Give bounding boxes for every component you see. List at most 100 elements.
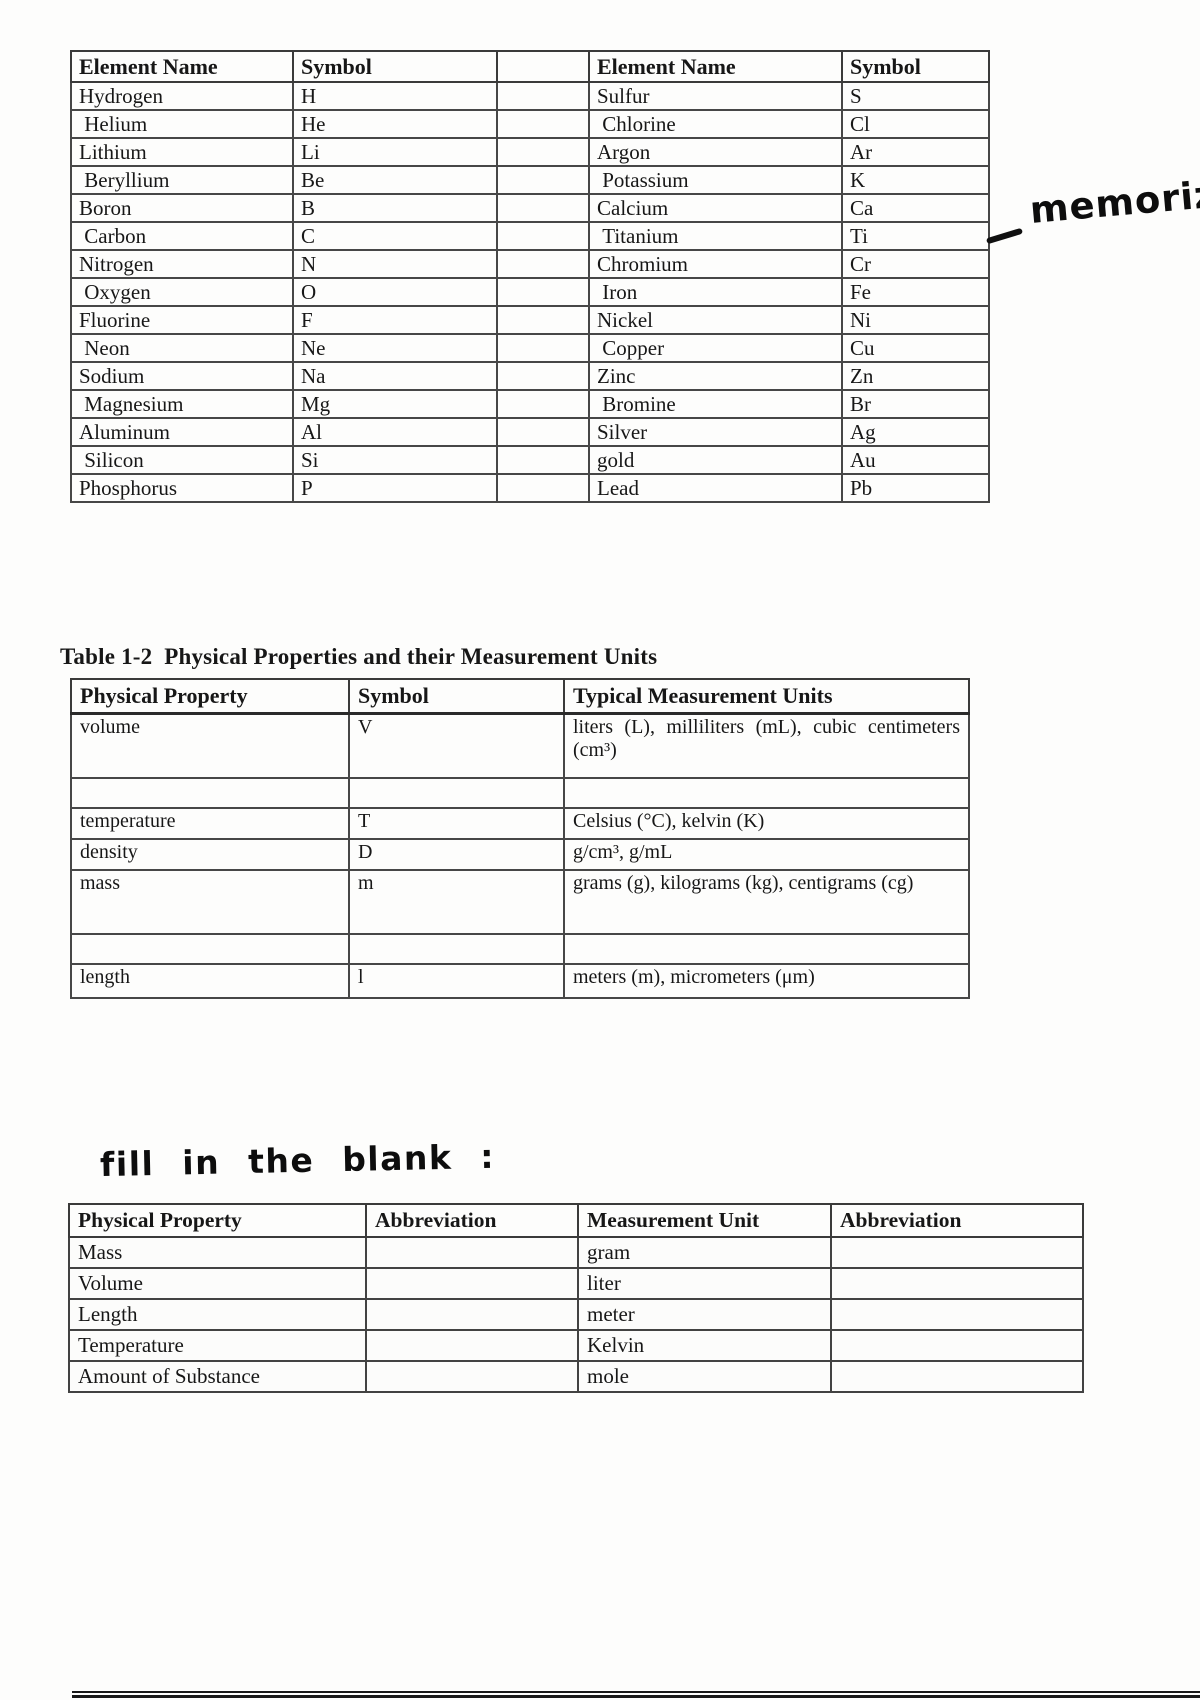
unit-cell: Kelvin [577, 1329, 832, 1362]
element-name-cell: Lead [588, 473, 843, 503]
spacer-header [496, 50, 590, 83]
fill-table-header-row: Physical Property Abbreviation Measureme… [68, 1203, 1084, 1238]
blank-row [70, 933, 970, 965]
element-name-cell: Chromium [588, 249, 843, 279]
property-cell: temperature [70, 807, 350, 840]
rule-line [72, 1691, 1200, 1693]
unit-cell: liter [577, 1267, 832, 1300]
element-name-cell: Potassium [588, 165, 843, 195]
spacer-cell [496, 333, 590, 363]
element-symbol-cell: S [841, 81, 990, 111]
element-row: Oxygen O Iron Fe [70, 277, 990, 307]
property-cell: length [70, 963, 350, 999]
element-symbol-cell: Zn [841, 361, 990, 391]
symbol-cell: m [348, 869, 565, 935]
element-name-cell: Argon [588, 137, 843, 167]
element-symbol-cell: F [292, 305, 498, 335]
element-symbol-cell: Fe [841, 277, 990, 307]
abbreviation-header: Abbreviation [830, 1203, 1084, 1238]
symbol-cell: T [348, 807, 565, 840]
element-row: Hydrogen H Sulfur S [70, 81, 990, 111]
spacer-cell [496, 109, 590, 139]
property-cell: Mass [68, 1236, 367, 1269]
symbol-cell: D [348, 838, 565, 871]
fill-table-row: Amount of Substance mole [68, 1360, 1084, 1393]
element-symbol-cell: Ti [841, 221, 990, 251]
symbol-cell: l [348, 963, 565, 999]
abbreviation-blank-cell [365, 1236, 579, 1269]
element-row: Helium He Chlorine Cl [70, 109, 990, 139]
fill-in-the-blank-table: Physical Property Abbreviation Measureme… [68, 1203, 1084, 1393]
spacer-cell [496, 193, 590, 223]
units-cell: Celsius (°C), kelvin (K) [563, 807, 970, 840]
element-row: Silicon Si gold Au [70, 445, 990, 475]
element-symbol-cell: Ca [841, 193, 990, 223]
spacer-cell [496, 165, 590, 195]
properties-header-row: Physical Property Symbol Typical Measure… [70, 678, 970, 715]
element-symbol-cell: Cu [841, 333, 990, 363]
element-name-cell: Neon [70, 333, 294, 363]
element-symbol-cell: Pb [841, 473, 990, 503]
element-name-cell: Copper [588, 333, 843, 363]
abbreviation-blank-cell [365, 1267, 579, 1300]
element-symbol-cell: C [292, 221, 498, 251]
element-row: Beryllium Be Potassium K [70, 165, 990, 195]
element-name-cell: gold [588, 445, 843, 475]
element-symbol-cell: Na [292, 361, 498, 391]
property-row-length: length l meters (m), micrometers (μm) [70, 963, 970, 999]
fill-table-row: Temperature Kelvin [68, 1329, 1084, 1362]
element-symbol-cell: Al [292, 417, 498, 447]
element-name-header: Element Name [70, 50, 294, 83]
spacer-cell [496, 305, 590, 335]
element-row: Sodium Na Zinc Zn [70, 361, 990, 391]
element-symbol-cell: Si [292, 445, 498, 475]
physical-property-header: Physical Property [70, 678, 350, 715]
element-symbol-cell: Mg [292, 389, 498, 419]
element-row: Aluminum Al Silver Ag [70, 417, 990, 447]
element-name-cell: Lithium [70, 137, 294, 167]
abbreviation-blank-cell [365, 1298, 579, 1331]
element-name-cell: Calcium [588, 193, 843, 223]
units-header: Typical Measurement Units [563, 678, 970, 715]
property-row-density: density D g/cm³, g/mL [70, 838, 970, 871]
property-cell: Amount of Substance [68, 1360, 367, 1393]
element-row: Carbon C Titanium Ti [70, 221, 990, 251]
physical-property-header: Physical Property [68, 1203, 367, 1238]
element-name-cell: Silver [588, 417, 843, 447]
abbreviation-blank-cell [830, 1298, 1084, 1331]
symbol-header: Symbol [841, 50, 990, 83]
symbol-cell: V [348, 712, 565, 779]
property-row-volume: volume V liters (L), milliliters (mL), c… [70, 712, 970, 779]
element-name-cell: Sulfur [588, 81, 843, 111]
element-name-cell: Boron [70, 193, 294, 223]
spacer-cell [496, 361, 590, 391]
abbreviation-blank-cell [830, 1267, 1084, 1300]
element-name-cell: Hydrogen [70, 81, 294, 111]
element-table-header-row: Element Name Symbol Element Name Symbol [70, 50, 990, 83]
property-cell [70, 933, 350, 965]
element-name-cell: Nitrogen [70, 249, 294, 279]
element-symbol-cell: O [292, 277, 498, 307]
fill-table-row: Mass gram [68, 1236, 1084, 1269]
element-symbol-cell: Ag [841, 417, 990, 447]
blank-row [70, 777, 970, 809]
physical-properties-table: Physical Property Symbol Typical Measure… [70, 678, 970, 999]
abbreviation-header: Abbreviation [365, 1203, 579, 1238]
fill-table-row: Length meter [68, 1298, 1084, 1331]
element-name-cell: Helium [70, 109, 294, 139]
rule-line [72, 1695, 1200, 1698]
symbol-cell [348, 777, 565, 809]
element-symbol-cell: N [292, 249, 498, 279]
element-symbol-cell: Br [841, 389, 990, 419]
units-cell: meters (m), micrometers (μm) [563, 963, 970, 999]
element-symbol-cell: H [292, 81, 498, 111]
property-cell: Temperature [68, 1329, 367, 1362]
element-name-cell: Silicon [70, 445, 294, 475]
abbreviation-blank-cell [365, 1360, 579, 1393]
element-symbol-cell: Ni [841, 305, 990, 335]
spacer-cell [496, 277, 590, 307]
element-symbol-cell: Ne [292, 333, 498, 363]
page-bottom-rule [72, 1691, 1200, 1698]
element-name-cell: Sodium [70, 361, 294, 391]
element-row: Phosphorus P Lead Pb [70, 473, 990, 503]
